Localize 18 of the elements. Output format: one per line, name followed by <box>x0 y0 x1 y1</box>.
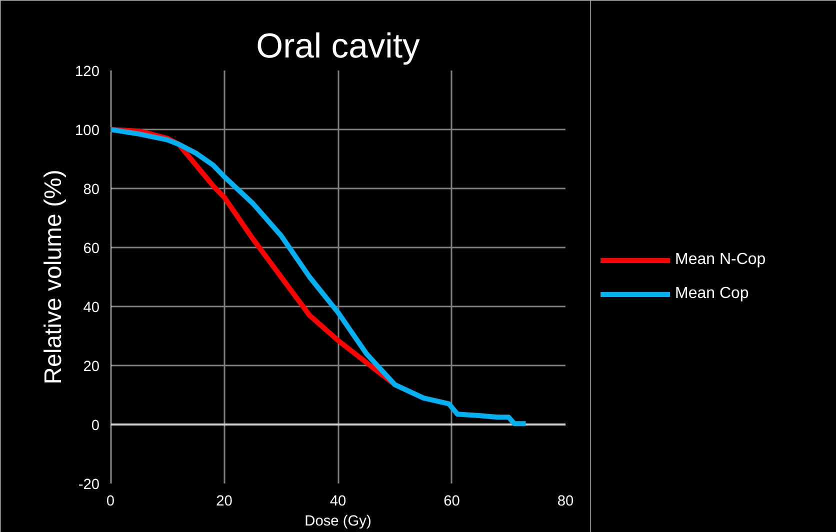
x-tick-label: 40 <box>330 494 346 510</box>
x-tick-label: 60 <box>444 494 460 510</box>
y-tick-label: 60 <box>83 241 100 257</box>
x-tick-label: 20 <box>216 494 232 510</box>
y-tick-label: 80 <box>83 182 100 198</box>
y-tick-label: 120 <box>75 64 100 80</box>
y-axis-title: Relative volume (%) <box>40 170 68 384</box>
x-tick-label: 0 <box>106 494 115 510</box>
y-tick-label: 100 <box>75 123 100 139</box>
chart-title: Oral cavity <box>256 28 421 66</box>
legend-label: Mean Cop <box>675 284 749 302</box>
y-tick-label: 20 <box>83 359 100 375</box>
y-tick-label: -20 <box>78 477 100 493</box>
legend-label: Mean N-Cop <box>675 250 766 268</box>
x-axis-title: Dose (Gy) <box>304 514 372 530</box>
x-tick-label: 80 <box>557 494 574 510</box>
y-tick-label: 40 <box>83 300 100 316</box>
y-tick-label: 0 <box>91 418 100 434</box>
